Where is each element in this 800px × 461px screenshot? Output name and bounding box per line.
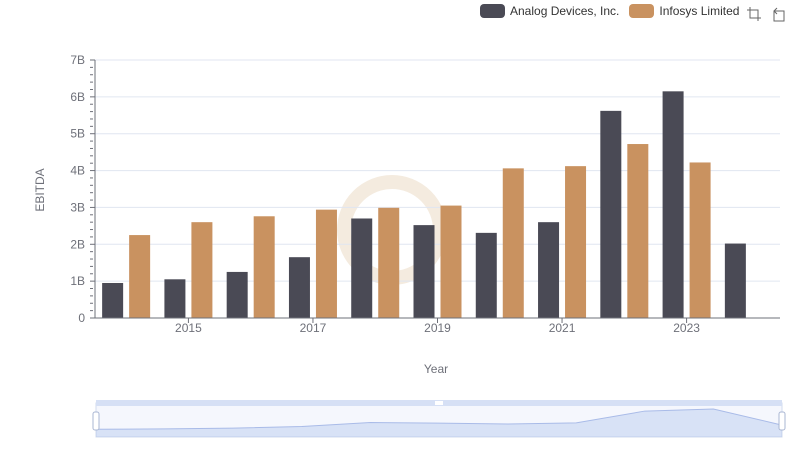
bar-analog-2024[interactable] [724,243,746,318]
y-tick-label: 4B [70,164,85,178]
legend-item-analog[interactable]: Analog Devices, Inc. [480,4,619,18]
legend-swatch-infosys [629,4,655,18]
bar-infosys-2023[interactable] [689,162,711,318]
x-tick-label: 2017 [300,321,327,335]
y-tick-label: 3B [70,200,85,214]
zoom-handle-right[interactable] [778,411,786,431]
bar-analog-2019[interactable] [413,225,435,318]
zoom-handle-left[interactable] [92,411,100,431]
legend-swatch-analog [480,4,505,18]
zoom-preview-area [96,409,782,437]
x-tick-label: 2015 [175,321,202,335]
y-tick-label: 7B [70,53,85,67]
bar-analog-2015[interactable] [164,279,186,318]
bar-analog-2018[interactable] [351,218,373,318]
bar-analog-2017[interactable] [288,257,310,318]
zoom-preview-line [95,408,783,430]
y-axis-title: EBITDA [33,168,47,212]
y-tick-label: 2B [70,237,85,251]
bar-analog-2016[interactable] [226,271,248,318]
y-tick-label: 0 [78,311,85,325]
legend-item-infosys[interactable]: Infosys Limited [629,4,739,18]
bars[interactable] [102,91,746,318]
zoom-track [95,402,783,438]
bar-infosys-2019[interactable] [440,205,462,318]
x-axis-title: Year [423,362,449,376]
bar-infosys-2020[interactable] [502,168,524,318]
bar-analog-2021[interactable] [538,222,560,318]
x-tick-label: 2019 [424,321,451,335]
legend-label-analog: Analog Devices, Inc. [510,4,620,18]
bar-infosys-2017[interactable] [315,209,337,318]
bar-analog-2020[interactable] [475,232,497,318]
bar-infosys-2021[interactable] [565,166,587,318]
y-tick-label: 5B [70,127,85,141]
bar-infosys-2014[interactable] [129,235,151,318]
restore-icon[interactable] [771,6,787,22]
bar-infosys-2018[interactable] [378,207,400,318]
legend: Analog Devices, Inc. Infosys Limited [480,4,749,18]
y-tick-label: 6B [70,90,85,104]
bar-analog-2023[interactable] [662,91,684,318]
bar-analog-2014[interactable] [102,282,124,318]
y-tick-label: 1B [70,274,85,288]
bar-infosys-2016[interactable] [253,216,275,318]
toolbox [746,6,787,22]
bar-infosys-2015[interactable] [191,222,213,318]
y-axis: 0 1B 2B 3B 4B 5B 6B 7B [70,53,96,325]
x-axis: 2015 2017 2019 2021 2023 [95,317,780,335]
data-zoom-slider[interactable] [92,400,786,438]
zoom-move-handle[interactable] [435,401,443,405]
bar-infosys-2022[interactable] [627,144,649,318]
legend-label-infosys: Infosys Limited [659,4,740,18]
x-tick-label: 2021 [549,321,576,335]
bar-analog-2022[interactable] [600,110,622,318]
zoom-icon[interactable] [746,6,762,22]
x-tick-label: 2023 [673,321,700,335]
